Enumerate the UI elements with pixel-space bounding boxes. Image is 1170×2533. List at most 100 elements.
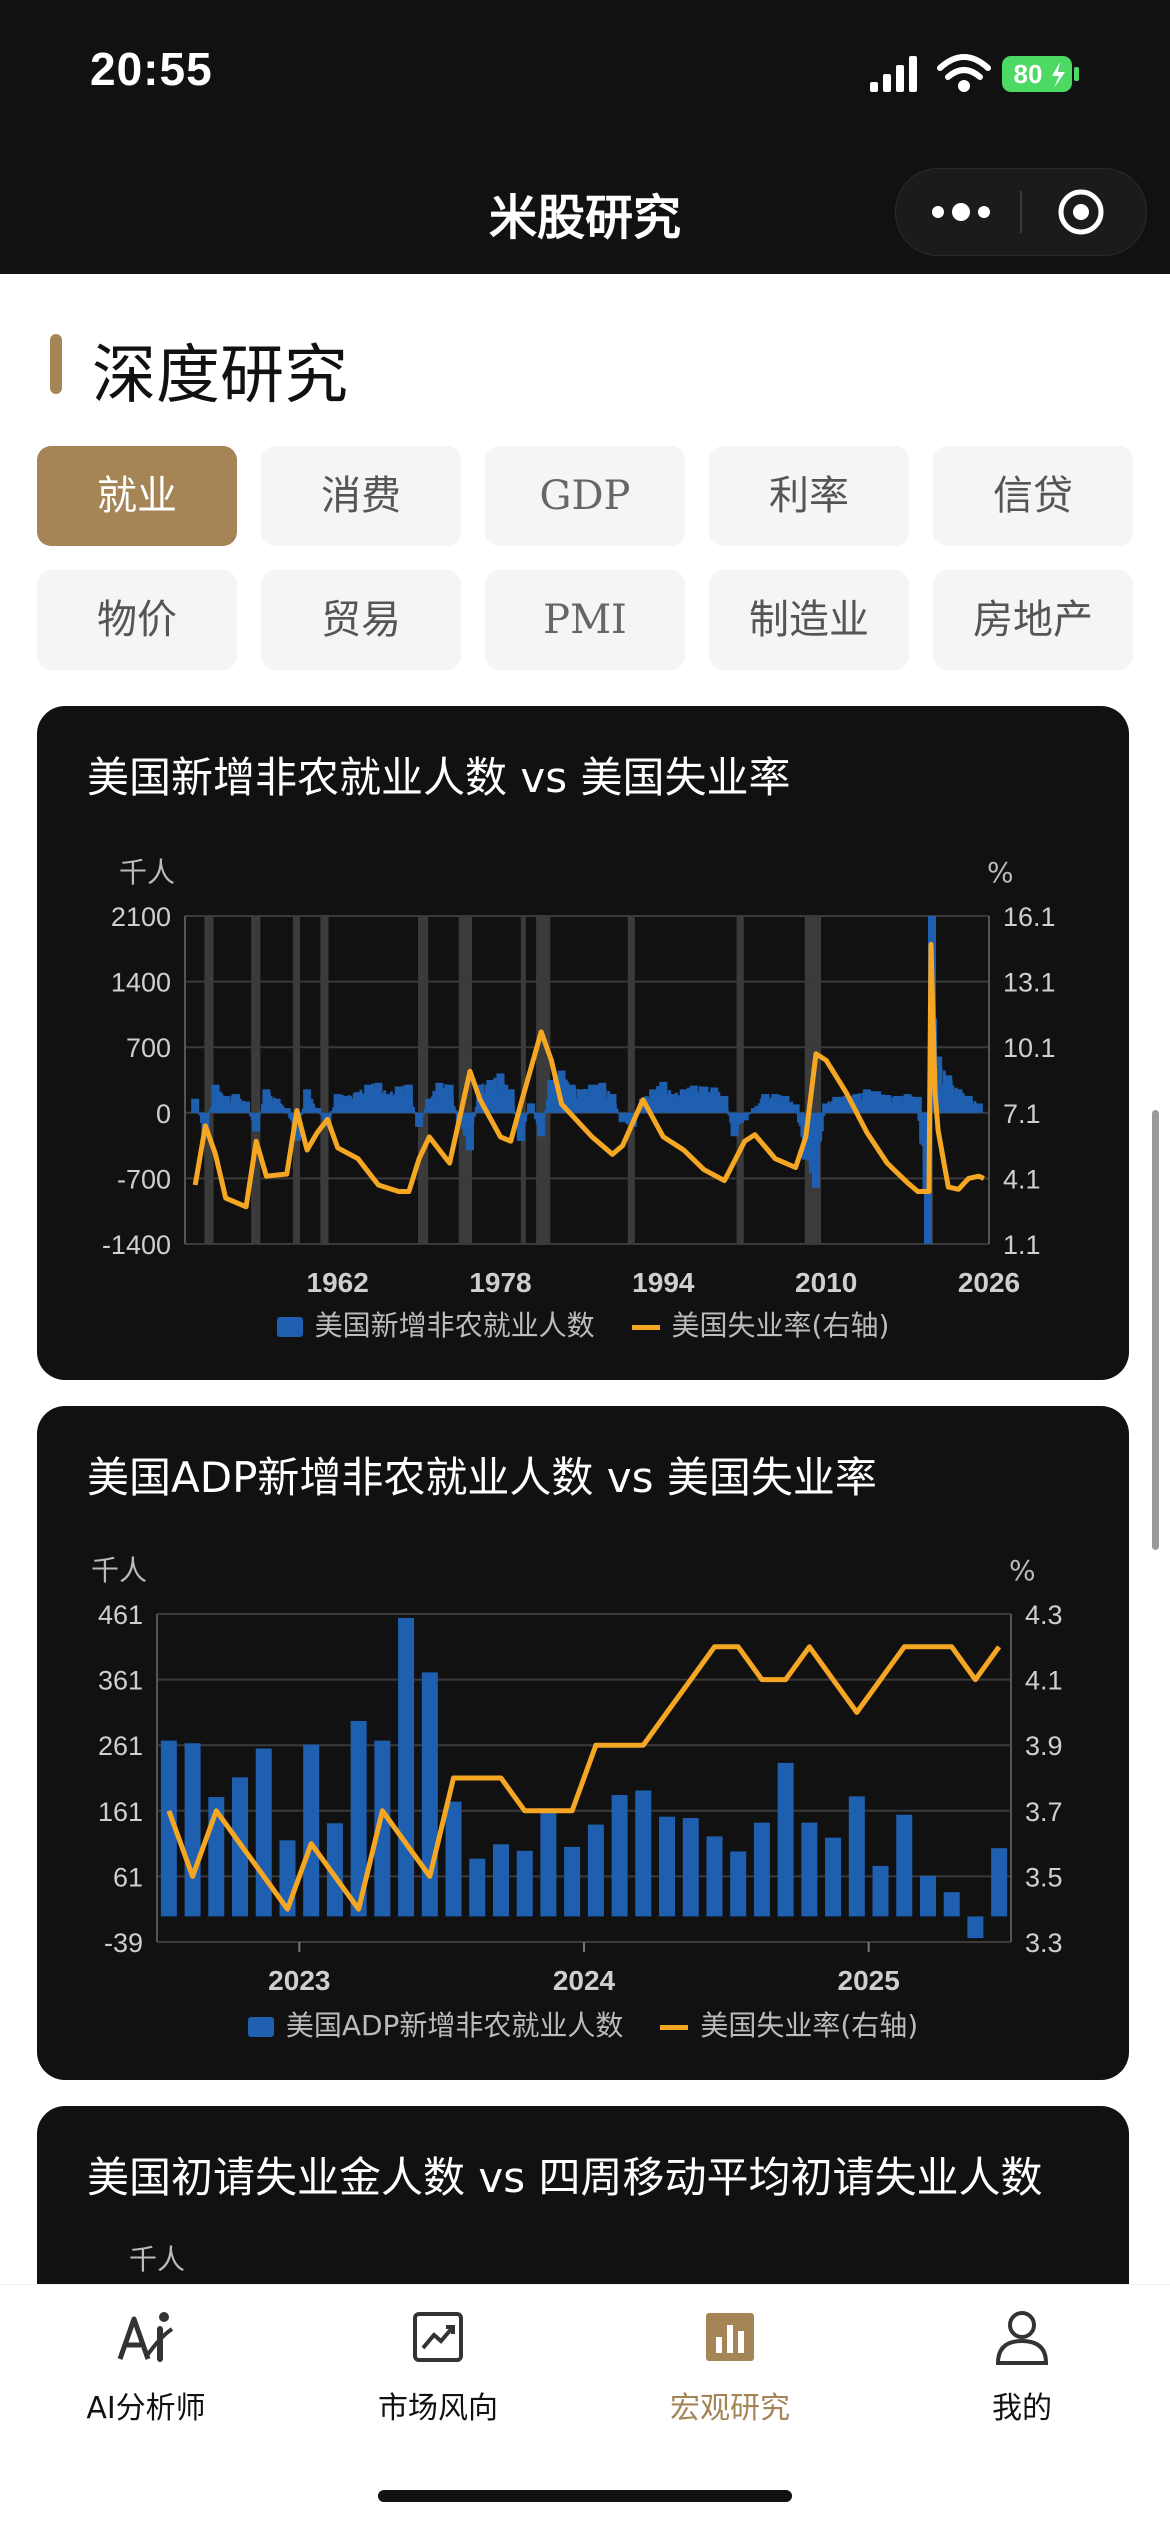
nonfarm-bar (656, 1085, 660, 1113)
tab-credit[interactable]: 信贷 (933, 446, 1133, 546)
nonfarm-bar (769, 1097, 773, 1113)
adp-bar (350, 1720, 367, 1917)
nonfarm-bar (683, 1093, 687, 1113)
nonfarm-bar (252, 1112, 256, 1122)
nonfarm-bar (808, 1112, 812, 1173)
nonfarm-bar (415, 1112, 419, 1119)
legend-item-bars[interactable]: 美国新增非农就业人数 (276, 1304, 595, 1344)
nonfarm-bar (423, 1108, 427, 1113)
left-axis-tick-label: 361 (98, 1666, 143, 1696)
scrollbar[interactable] (1152, 1110, 1159, 1550)
nonfarm-bar (888, 1096, 892, 1113)
nonfarm-bar (746, 1112, 750, 1116)
nonfarm-bar (240, 1104, 244, 1113)
nonfarm-bar (522, 1112, 526, 1128)
left-axis-tick-label: 261 (98, 1731, 143, 1761)
adp-bar (587, 1824, 604, 1917)
nonfarm-bar (863, 1090, 867, 1113)
unemployment-line (166, 1644, 1002, 1912)
legend-swatch-line (631, 1324, 660, 1330)
nonfarm-bar (607, 1091, 611, 1113)
nonfarm-bar (942, 1070, 946, 1113)
chart-card-jobless-claims[interactable]: 美国初请失业金人数 vs 四周移动平均初请失业人数 千人 (37, 2106, 1129, 2284)
nonfarm-bar (439, 1083, 443, 1113)
tab-interest-rate[interactable]: 利率 (709, 446, 909, 546)
nonfarm-bar (432, 1090, 436, 1113)
nonfarm-bar (568, 1095, 572, 1113)
chart-card-adp[interactable]: 美国ADP新增非农就业人数 vs 美国失业率 461 4.3 361 4.1 261 3.… (37, 1406, 1129, 2080)
tabbar-item-profile[interactable]: 我的 (876, 2285, 1168, 2475)
nonfarm-bar (734, 1112, 738, 1130)
right-axis-tick-label: 3.7 (1025, 1797, 1063, 1827)
nonfarm-bar (408, 1091, 412, 1113)
nonfarm-bar (705, 1086, 709, 1113)
legend-label: 美国新增非农就业人数 (314, 1309, 595, 1342)
recession-band (536, 916, 551, 1244)
nonfarm-bar (503, 1084, 507, 1113)
nonfarm-bar (968, 1097, 972, 1113)
tabbar-item-macro-research[interactable]: 宏观研究 (584, 2285, 876, 2475)
x-axis-tick-label: 2025 (838, 1965, 900, 1996)
legend-item-line[interactable]: 美国失业率(右轴) (660, 2004, 918, 2044)
more-options-icon[interactable] (926, 191, 996, 233)
nonfarm-bar (271, 1101, 275, 1113)
nonfarm-bar (272, 1097, 276, 1113)
tab-employment[interactable]: 就业 (37, 446, 237, 546)
right-axis-tick-label: 4.3 (1025, 1600, 1063, 1630)
nonfarm-bar (491, 1081, 495, 1113)
nonfarm-bar (876, 1092, 880, 1113)
nonfarm-bar (593, 1095, 597, 1113)
nonfarm-bar (262, 1098, 266, 1113)
nonfarm-bar (944, 1075, 948, 1113)
nonfarm-bar (381, 1093, 385, 1113)
tabbar-item-ai-analyst[interactable]: AI分析师 (0, 2285, 292, 2475)
tab-manufacturing[interactable]: 制造业 (709, 570, 909, 670)
nonfarm-bar (464, 1112, 468, 1132)
nonfarm-bar (754, 1105, 758, 1113)
tab-consumption[interactable]: 消费 (261, 446, 461, 546)
nonfarm-bar (737, 1112, 741, 1125)
status-time: 20:55 (90, 43, 213, 95)
nonfarm-bar (238, 1099, 242, 1113)
nonfarm-bar (395, 1087, 399, 1113)
nonfarm-bar (282, 1108, 291, 1113)
cellular-signal-icon (870, 56, 917, 92)
chart-legend: 美国新增非农就业人数 美国失业率(右轴) (37, 1304, 1129, 1344)
tab-pmi[interactable]: PMI (485, 570, 685, 670)
nonfarm-bar (674, 1092, 678, 1113)
left-axis-tick-label: 0 (156, 1099, 171, 1129)
signal-wifi-battery-icons: 80 (870, 54, 1079, 92)
tabbar-item-market-trend[interactable]: 市场风向 (292, 2285, 584, 2475)
tab-real-estate[interactable]: 房地产 (933, 570, 1133, 670)
nonfarm-bar (924, 1112, 928, 1213)
nonfarm-bar (339, 1099, 343, 1113)
nonfarm-bar (340, 1095, 344, 1113)
ai-analyst-icon (117, 2312, 174, 2362)
nonfarm-bar (545, 1099, 549, 1113)
adp-bar (540, 1811, 557, 1917)
close-target-icon[interactable] (1056, 187, 1106, 237)
nonfarm-bar (758, 1103, 762, 1113)
nonfarm-bar (461, 1112, 465, 1130)
nonfarm-bar (462, 1112, 466, 1136)
nonfarm-bar (198, 1112, 202, 1116)
section-title: 深度研究 (92, 339, 348, 413)
recession-band (458, 916, 472, 1244)
nonfarm-bar (715, 1095, 719, 1113)
nonfarm-bar (474, 1106, 478, 1113)
tab-gdp[interactable]: GDP (485, 446, 685, 546)
chart-card-nonfarm[interactable]: 美国新增非农就业人数 vs 美国失业率 2100 16.1 1400 13.1 700 1… (37, 706, 1129, 1380)
legend-item-line[interactable]: 美国失业率(右轴) (631, 1304, 889, 1344)
tab-trade[interactable]: 贸易 (261, 570, 461, 670)
nonfarm-bar (912, 1096, 916, 1113)
nonfarm-bar (688, 1091, 692, 1113)
nonfarm-bar (774, 1099, 778, 1113)
nonfarm-bar (963, 1095, 967, 1113)
nonfarm-bar (378, 1084, 382, 1113)
tabbar-label: 我的 (992, 2391, 1052, 2426)
nonfarm-bar (383, 1090, 387, 1113)
legend-item-bars[interactable]: 美国ADP新增非农就业人数 (247, 2004, 623, 2044)
tab-prices[interactable]: 物价 (37, 570, 237, 670)
adp-bar (967, 1916, 984, 1939)
nonfarm-bar (250, 1112, 254, 1121)
